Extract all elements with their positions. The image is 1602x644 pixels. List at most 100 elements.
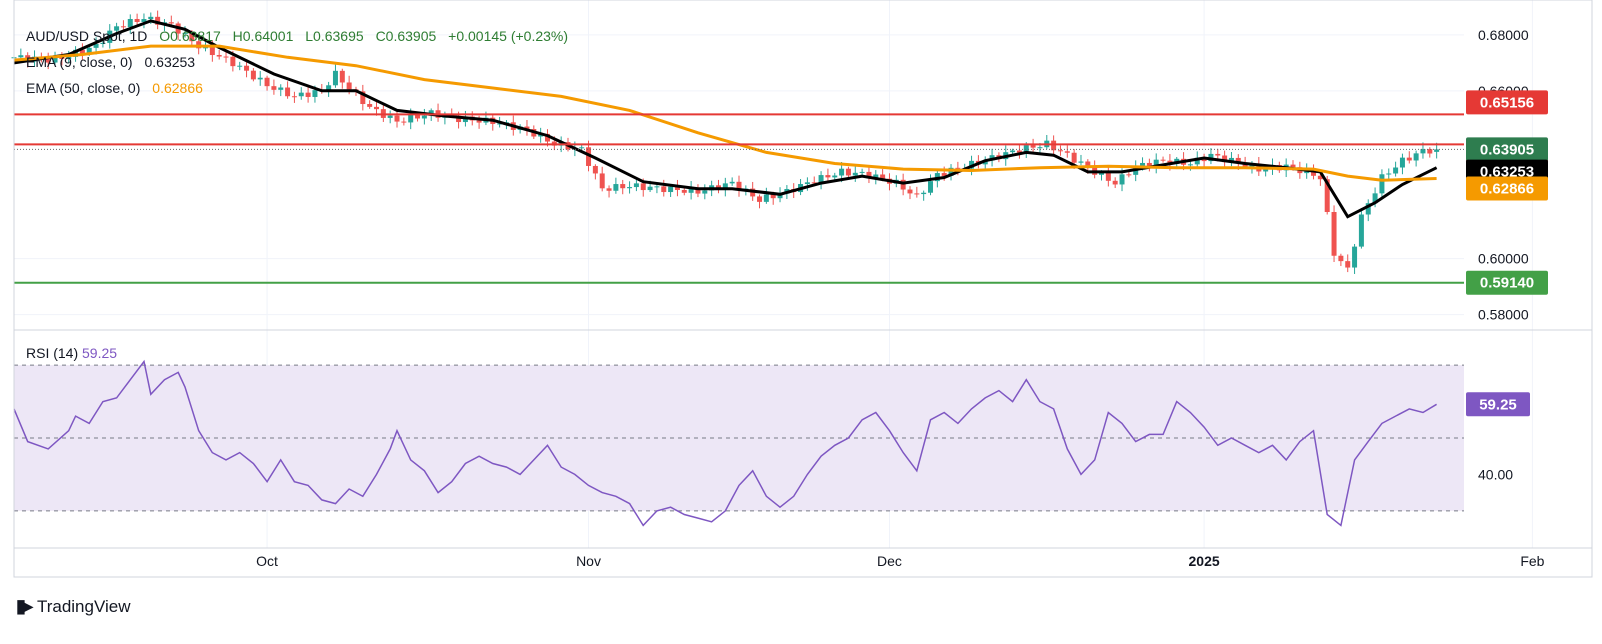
candle-body [250,70,256,80]
candle-body [647,186,653,191]
candle-body [264,77,270,87]
candle-body [674,186,680,190]
candle-body [209,46,215,56]
candle-body [66,56,72,60]
candle-body [182,32,188,34]
candle-body [18,55,24,58]
candle-body [141,19,147,22]
legend-open: O0.63817 [159,28,221,44]
candle-body [1235,157,1241,164]
candle-body [339,70,345,83]
candle-body [695,187,701,194]
price-tick-label: 0.58000 [1478,307,1529,323]
candle-body [1324,179,1330,213]
legend-close: C0.63905 [375,28,437,44]
candle-body [1372,193,1378,204]
candle-body [982,160,988,165]
candle-body [599,173,605,189]
candle-body [360,91,366,105]
candle-body [305,92,311,97]
candle-body [52,56,58,63]
candle-body [230,56,236,67]
legend-ema50[interactable]: EMA (50, close, 0) 0.62866 [26,80,211,96]
candle-body [59,56,65,60]
candle-body [818,175,824,184]
candle-body [148,16,154,20]
time-tick-label: Oct [256,553,278,569]
brand[interactable]: ▮▸ TradingView [16,596,131,617]
candle-body [941,173,947,176]
grid-lines [14,0,1533,548]
candle-body [702,190,708,194]
candle-body [86,47,92,54]
legend-rsi-label: RSI (14) [26,345,79,361]
candle-body [312,90,318,97]
candle-body [346,82,352,90]
candle-body [613,184,619,191]
candle-body [421,115,427,119]
price-tick-label: 0.68000 [1478,27,1529,43]
time-tick-label: 2025 [1189,553,1220,569]
legend-ema9[interactable]: EMA (9, close, 0) 0.63253 [26,54,203,70]
candle-body [1064,151,1070,153]
candle-body [79,49,85,54]
candle-body [1160,159,1166,161]
time-tick-label: Feb [1520,553,1544,569]
candle-body [640,183,646,191]
candle-body [544,133,550,142]
candle-body [1071,152,1077,163]
candle-body [1112,180,1118,185]
price-label-text: 0.63905 [1480,141,1534,158]
candle-body [1222,155,1228,163]
candle-body [332,70,338,86]
legend-low: L0.63695 [305,28,364,44]
candle-body [127,18,133,28]
legend-symbol[interactable]: AUD/USD Spot, 1D [26,28,148,44]
rsi-tick-label: 40.00 [1478,466,1513,482]
candle-body [257,77,263,80]
candle-body [1105,172,1111,181]
candle-body [223,56,229,58]
candle-body [845,168,851,176]
legend-rsi[interactable]: RSI (14) 59.25 [26,345,117,361]
legend-high: H0.64001 [232,28,294,44]
candle-body [579,147,585,149]
candle-body [661,186,667,193]
candle-body [914,193,920,195]
candle-body [216,55,222,57]
candle-body [1119,174,1125,185]
legend-ema50-value: 0.62866 [152,80,203,96]
candle-body [1051,140,1057,151]
candle-body [839,168,845,176]
candle-body [291,96,297,98]
candle-body [1099,172,1104,175]
candle-body [1153,159,1159,167]
candle-body [592,165,598,174]
candle-body [757,196,763,202]
candle-body [401,121,407,123]
legend-ema9-label: EMA (9, close, 0) [26,54,133,70]
candle-body [120,26,126,28]
candle-body [134,18,140,22]
candle-body [852,172,858,176]
candle-body [1365,203,1371,215]
candle-body [763,194,769,202]
candle-body [1030,145,1036,148]
candle-body [873,174,879,179]
candle-body [1352,246,1358,268]
candle-body [722,183,728,190]
candle-body [415,114,421,119]
rsi-line [13,359,1437,527]
rsi-panel: 40.00 59.25 [13,359,1530,527]
candle-body [1317,175,1323,180]
candle-body [73,49,79,57]
candle-body [681,189,687,193]
candle-body [394,115,400,122]
candle-body [1399,157,1405,168]
candle-body [237,65,243,67]
candle-body [1358,214,1364,247]
candle-body [244,65,250,71]
candle-body [1434,149,1440,152]
candle-body [456,115,462,123]
